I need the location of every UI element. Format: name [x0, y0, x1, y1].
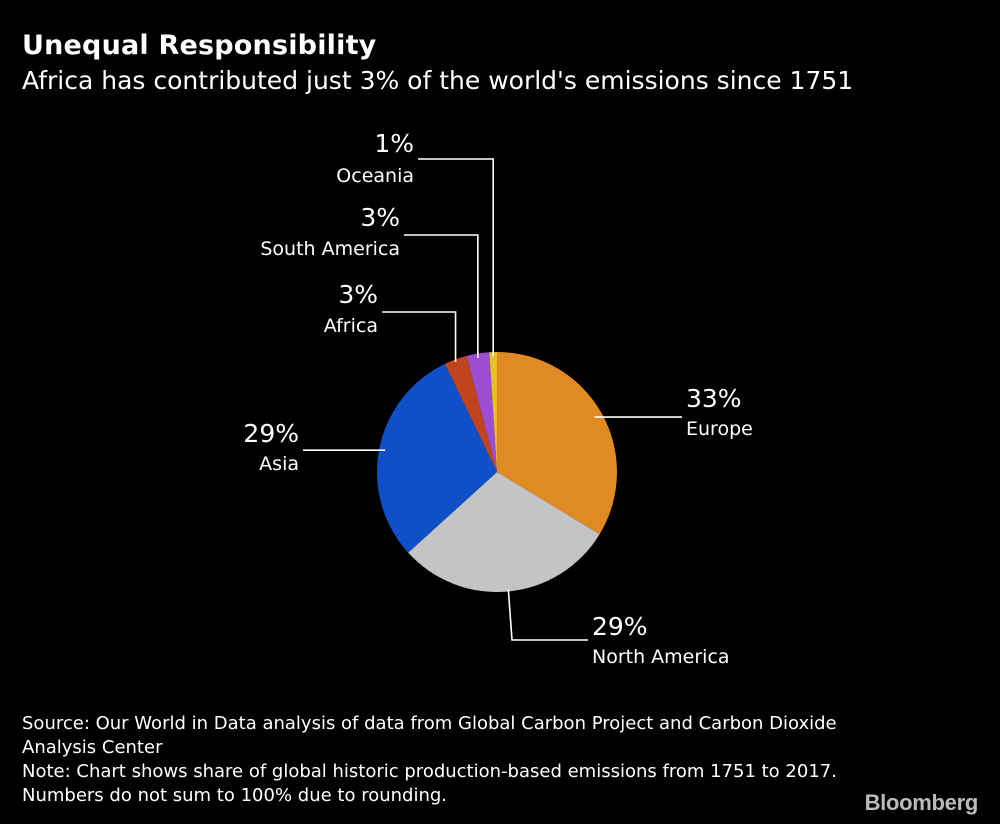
category-label-south-america: South America	[260, 238, 400, 260]
pie-slice-south-america	[466, 352, 497, 472]
pie-slice-oceania	[489, 352, 497, 472]
leader-line-africa	[382, 311, 457, 362]
data-label-oceania: 1%	[374, 129, 414, 158]
source-note: Source: Our World in Data analysis of da…	[22, 713, 837, 758]
data-label-europe: 33%	[686, 384, 742, 413]
data-label-asia: 29%	[243, 419, 299, 448]
chart-footer: Source: Our World in Data analysis of da…	[22, 712, 842, 808]
pie-slice-europe	[497, 352, 618, 535]
data-label-north-america: 29%	[592, 612, 648, 641]
data-label-south-america: 3%	[360, 203, 400, 232]
data-label-africa: 3%	[338, 280, 378, 309]
category-label-africa: Africa	[324, 315, 378, 337]
pie-slice-africa	[444, 355, 497, 472]
pie-chart: 33% Europe 29% North America 29% Asia 3% Africa…	[243, 129, 753, 668]
chart-title: Unequal Responsibility	[22, 30, 377, 61]
leader-line-south-america	[404, 234, 479, 358]
pie-slice-north-america	[408, 472, 600, 593]
leader-line-oceania	[418, 158, 494, 356]
category-label-asia: Asia	[259, 453, 299, 475]
category-label-oceania: Oceania	[336, 165, 414, 187]
category-label-europe: Europe	[686, 418, 753, 440]
bloomberg-logo: Bloomberg	[864, 790, 979, 815]
leader-line-north-america	[507, 589, 588, 641]
category-label-north-america: North America	[592, 646, 730, 668]
pie-slice-asia	[376, 363, 497, 553]
chart-subtitle: Africa has contributed just 3% of the wo…	[22, 66, 854, 95]
footnote: Note: Chart shows share of global histor…	[22, 761, 837, 806]
